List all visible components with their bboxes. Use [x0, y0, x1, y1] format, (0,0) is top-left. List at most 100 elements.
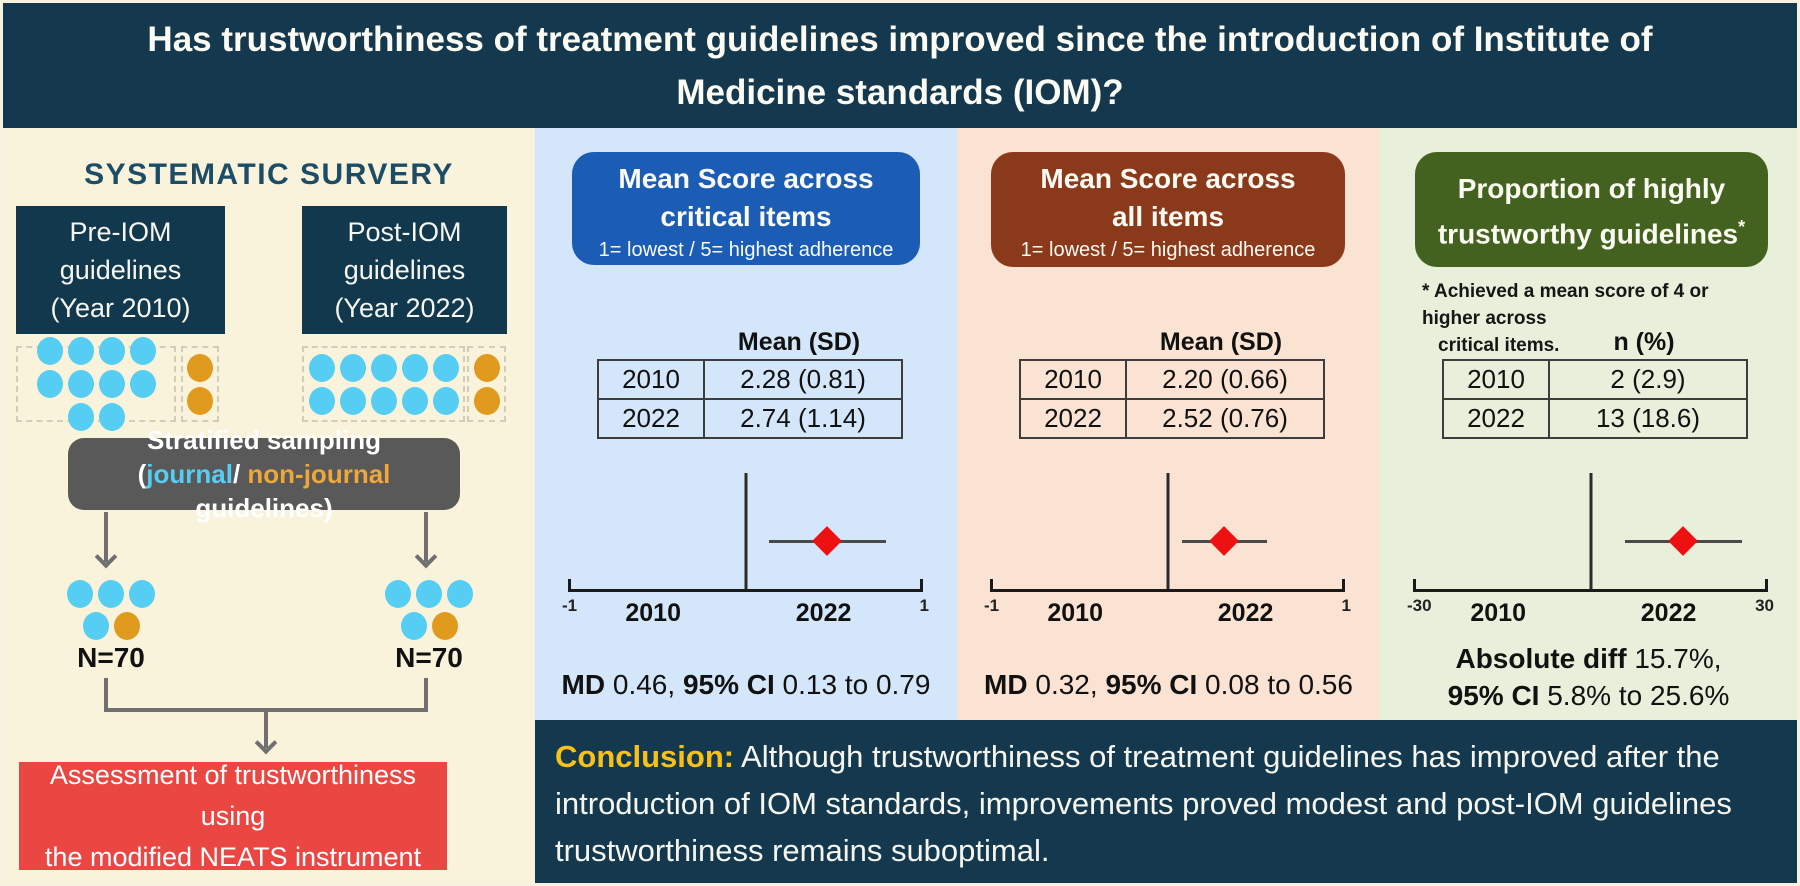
year-cell: 2010 — [1442, 359, 1550, 400]
post-iom-line: Post-IOM — [347, 217, 462, 247]
critical-items-header: Mean Score across critical items 1= lowe… — [572, 152, 920, 265]
effect-estimate-summary: Absolute diff 15.7%, 95% CI 5.8% to 25.6% — [1380, 640, 1797, 714]
axis-tick — [1342, 579, 1345, 590]
journal-guideline-dot — [36, 337, 63, 365]
journal-guideline-dot — [385, 580, 411, 608]
cluster-row — [385, 580, 473, 608]
value-cell: 2 (2.9) — [1548, 359, 1748, 400]
effect-estimate-segment: 0.46, — [612, 669, 683, 700]
sampling-rest: guidelines) — [195, 493, 333, 523]
mean-sd-table: 2010 2.20 (0.66) 2022 2.52 (0.76) — [1019, 359, 1325, 439]
journal-guideline-dot — [432, 353, 459, 382]
footnote-asterisk: * — [1738, 217, 1746, 237]
footnote: * Achieved a mean score of 4 or higher a… — [1422, 278, 1762, 359]
journal-guideline-dot — [129, 580, 155, 608]
forest-plot: -30 30 2010 2022 — [1407, 473, 1774, 627]
header-line: all items — [1111, 201, 1225, 232]
effect-estimate-segment: 15.7%, — [1634, 643, 1722, 674]
non-journal-guideline-dot — [473, 386, 500, 415]
journal-label: journal — [146, 459, 233, 489]
journal-guideline-dot — [98, 337, 125, 365]
effect-estimate-diamond — [1209, 526, 1240, 556]
group-label: 2010 — [1047, 599, 1103, 627]
survey-heading: SYSTEMATIC SURVERY — [84, 158, 454, 191]
journal-guideline-dot — [447, 580, 473, 608]
journal-guideline-dot — [370, 353, 397, 382]
effect-estimate-segment: 0.32, — [1035, 669, 1106, 700]
journal-guideline-dot — [401, 353, 428, 382]
effect-estimate-text: MD 0.32, 95% CI 0.08 to 0.56 — [957, 666, 1380, 703]
merge-connector — [424, 678, 428, 712]
all-items-header: Mean Score across all items 1= lowest / … — [991, 152, 1345, 267]
header-line: trustworthy guidelines* — [1415, 208, 1768, 253]
stratified-sampling-box: Stratified sampling (journal/ non-journa… — [68, 425, 460, 523]
effect-estimate-segment: 0.13 to 0.79 — [782, 669, 931, 700]
conclusion-label: Conclusion: — [555, 739, 735, 774]
journal-guideline-dot — [67, 370, 94, 398]
systematic-survey-panel: SYSTEMATIC SURVERY Pre-IOM guidelines (Y… — [3, 128, 535, 883]
x-axis — [568, 589, 923, 592]
assessment-line: the modified NEATS instrument — [44, 841, 422, 872]
page-title: Has trustworthiness of treatment guideli… — [147, 19, 1653, 112]
axis-tick-label: -1 — [562, 596, 578, 615]
axis-tick — [990, 579, 993, 590]
title-bar: Has trustworthiness of treatment guideli… — [3, 3, 1797, 128]
post-iom-line: (Year 2022) — [334, 293, 475, 323]
n-percent-table: 2010 2 (2.9) 2022 13 (18.6) — [1442, 359, 1748, 439]
adherence-scale-note: 1= lowest / 5= highest adherence — [598, 239, 894, 261]
non-journal-label: non-journal — [247, 459, 391, 489]
all-items-panel: Mean Score across all items 1= lowest / … — [957, 128, 1380, 720]
x-axis — [990, 589, 1345, 592]
header-line: Mean Score across — [1040, 163, 1296, 194]
header-line: Mean Score across — [618, 163, 874, 194]
sample-cluster — [63, 580, 159, 640]
effect-estimate-diamond — [812, 526, 842, 556]
group-label: 2010 — [1470, 599, 1526, 627]
non-journal-guideline-dot — [431, 612, 458, 640]
pre-journal-dots-box — [16, 337, 176, 431]
journal-guideline-dot — [416, 580, 442, 608]
value-cell: 2.20 (0.66) — [1125, 359, 1325, 400]
journal-guideline-dot — [129, 337, 156, 365]
effect-estimate-segment: MD — [984, 669, 1036, 700]
non-journal-guideline-dot — [187, 386, 213, 415]
effect-estimate-segment: 5.8% to 25.6% — [1547, 680, 1730, 711]
conclusion-box: Conclusion: Although trustworthiness of … — [535, 720, 1797, 883]
journal-guideline-dot — [98, 370, 125, 398]
journal-guideline-dot — [67, 403, 94, 431]
journal-guideline-dot — [82, 612, 109, 640]
down-arrow-icon — [424, 512, 428, 562]
axis-tick-label: -1 — [984, 596, 1000, 615]
axis-tick — [568, 579, 571, 590]
journal-guideline-dot — [67, 337, 94, 365]
table-row: 2022 2.74 (1.14) — [597, 398, 903, 439]
journal-guideline-dot — [400, 612, 427, 640]
table-row: 2010 2 (2.9) — [1442, 359, 1748, 400]
axis-tick-label: 30 — [1755, 596, 1774, 615]
value-cell: 2.52 (0.76) — [1125, 398, 1325, 439]
axis-tick-label: 1 — [1341, 596, 1351, 615]
value-cell: 2.74 (1.14) — [703, 398, 903, 439]
post-iom-group-box: Post-IOM guidelines (Year 2022) — [302, 206, 507, 334]
cluster-row — [400, 612, 458, 640]
post-non-journal-dots-box — [467, 346, 506, 422]
proportion-header: Proportion of highly trustworthy guideli… — [1415, 152, 1768, 267]
axis-tick — [920, 579, 923, 590]
stratified-sampling-line2: (journal/ non-journal guidelines) — [68, 457, 460, 525]
null-effect-line — [1589, 473, 1592, 590]
footnote-line: critical items. — [1438, 335, 1560, 356]
sample-cluster — [381, 580, 477, 640]
non-journal-guideline-dot — [473, 353, 500, 382]
table-column-header: Mean (SD) — [1159, 328, 1283, 356]
effect-estimate-segment: Absolute diff — [1455, 643, 1635, 674]
sample-size-label: N=70 — [77, 642, 145, 673]
stratified-sampling-line1: Stratified sampling — [146, 425, 382, 455]
effect-estimate-segment: 95% CI — [1105, 669, 1206, 700]
sampling-paren: ( — [137, 459, 147, 489]
effect-estimate-segment: 95% CI — [682, 669, 783, 700]
value-cell: 2.28 (0.81) — [703, 359, 903, 400]
table-column-header: Mean (SD) — [737, 328, 861, 356]
effect-estimate-segment: 0.08 to 0.56 — [1205, 669, 1353, 700]
journal-guideline-dot — [308, 353, 335, 382]
